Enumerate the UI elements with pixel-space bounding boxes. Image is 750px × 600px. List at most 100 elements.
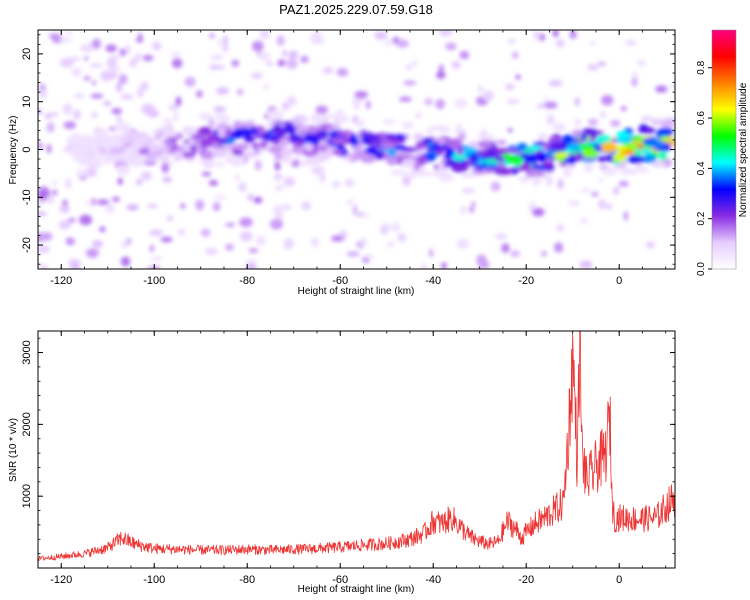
heatmap-cell <box>142 54 154 62</box>
heatmap-cell <box>95 131 109 139</box>
heatmap-cell <box>578 143 595 150</box>
heatmap-cell <box>435 168 450 178</box>
heatmap-cell <box>476 254 487 265</box>
heatmap-cell <box>247 193 254 202</box>
heatmap-cell <box>579 260 593 269</box>
heatmap-cell <box>160 236 173 243</box>
heatmap-cell <box>96 199 110 206</box>
heatmap-cell <box>104 158 113 164</box>
heatmap-cell <box>125 144 141 151</box>
heatmap-cell <box>86 166 97 178</box>
heatmap-cell <box>187 76 194 87</box>
heatmap-cell <box>38 232 45 243</box>
heatmap-cell <box>310 32 323 41</box>
heatmap-cell <box>437 163 445 170</box>
heatmap-cell <box>497 139 507 146</box>
heatmap-cell <box>195 199 205 211</box>
snr-series-line <box>38 331 675 562</box>
heatmap-cell <box>255 235 266 246</box>
heatmap-cell <box>438 173 446 181</box>
heatmap-cell <box>456 238 470 250</box>
heatmap-cell <box>652 117 665 123</box>
heatmap-cell <box>288 126 297 135</box>
heatmap-cell <box>46 122 55 133</box>
heatmap-cell <box>72 109 81 120</box>
heatmap-cell <box>600 142 617 153</box>
heatmap-cell <box>454 98 468 109</box>
heatmap-cell <box>107 66 122 73</box>
heatmap-cell <box>395 39 409 48</box>
heatmap-cell <box>118 74 128 85</box>
spectrogram-x-label: Height of straight line (km) <box>298 286 415 297</box>
heatmap-cell <box>569 30 577 40</box>
heatmap-cell <box>478 134 495 142</box>
heatmap-cell <box>268 144 283 154</box>
heatmap-cell <box>360 213 370 218</box>
heatmap-cell <box>217 127 227 138</box>
heatmap-cell <box>543 161 554 168</box>
heatmap-cell <box>59 204 70 213</box>
heatmap-cell <box>315 105 329 115</box>
heatmap-cell <box>43 264 48 269</box>
heatmap-cell <box>125 44 131 55</box>
heatmap-cell <box>658 151 668 161</box>
heatmap-cell <box>274 153 284 160</box>
heatmap-cell <box>58 37 72 43</box>
heatmap-cell <box>651 161 667 168</box>
heatmap-cell <box>581 148 598 157</box>
heatmap-cell <box>461 187 476 194</box>
colorbar: 0.0 0.2 0.4 0.6 0.8 Normalized spectral ampl… <box>696 29 749 276</box>
heatmap-cell <box>532 177 541 187</box>
heatmap-cell <box>258 51 271 62</box>
heatmap-cell <box>352 204 358 216</box>
heatmap-cell <box>401 121 414 129</box>
heatmap-cell <box>79 214 93 226</box>
heatmap-cell <box>435 99 445 110</box>
heatmap-cell <box>214 194 227 200</box>
heatmap-cell <box>508 39 516 44</box>
colorbar-frame <box>711 29 737 270</box>
heatmap-cell <box>128 152 138 161</box>
heatmap-cell <box>668 139 675 146</box>
heatmap-cell <box>399 96 412 102</box>
heatmap-cell <box>89 159 106 166</box>
heatmap-cell <box>403 80 417 86</box>
heatmap-cell <box>262 132 271 142</box>
heatmap-cell <box>135 37 144 43</box>
heatmap-cell <box>273 173 283 182</box>
heatmap-cell <box>71 67 82 77</box>
heatmap-cell <box>413 133 424 142</box>
heatmap-cell <box>214 162 226 167</box>
heatmap-cell <box>200 228 211 238</box>
heatmap-cell <box>506 99 520 104</box>
snr-y-axis: 1000 2000 3000 <box>21 337 675 569</box>
heatmap-cell <box>212 147 227 158</box>
heatmap-cell <box>591 192 599 197</box>
heatmap-cell <box>281 101 290 111</box>
heatmap-cell <box>62 103 73 115</box>
heatmap-cell <box>495 156 506 163</box>
heatmap-cell <box>67 218 77 223</box>
x-tick-label: -20 <box>518 574 534 586</box>
heatmap-cell <box>625 40 637 46</box>
heatmap-cell <box>517 176 528 182</box>
heatmap-cell <box>206 134 218 142</box>
colorbar-tick-label: 0.6 <box>696 111 707 125</box>
heatmap-cell <box>620 167 638 176</box>
heatmap-cell <box>208 117 216 129</box>
heatmap-cell <box>162 118 174 124</box>
heatmap-cell <box>445 42 457 51</box>
x-tick-label: -80 <box>239 275 255 287</box>
heatmap-cell <box>310 237 319 248</box>
heatmap-cell <box>451 60 461 69</box>
heatmap-cell <box>351 97 365 104</box>
heatmap-cell <box>316 135 328 141</box>
heatmap-cell <box>59 57 74 68</box>
heatmap-cell <box>640 118 657 123</box>
heatmap-cell <box>168 160 174 165</box>
heatmap-cell <box>429 248 434 258</box>
heatmap-cell <box>117 177 123 186</box>
snr-y-label: SNR (10 * v/v) <box>8 418 19 482</box>
snr-panel: -120 -100 -80 -60 -40 -20 0 1000 2000 3000 Heigh… <box>8 330 676 595</box>
y-tick-label: -10 <box>21 189 33 205</box>
